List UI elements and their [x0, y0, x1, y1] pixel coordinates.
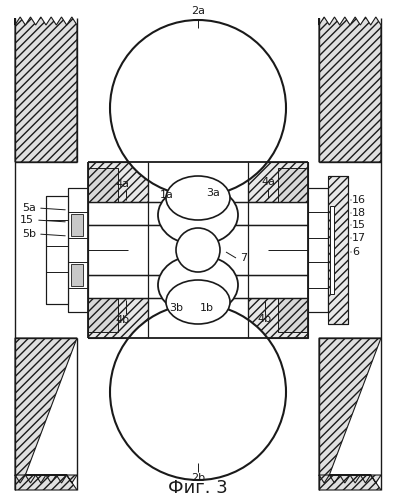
Circle shape [110, 20, 286, 196]
Ellipse shape [158, 185, 238, 245]
Polygon shape [15, 17, 77, 162]
Text: 17: 17 [352, 233, 366, 243]
Bar [88, 162, 308, 338]
Bar [71, 264, 83, 286]
Bar [248, 298, 308, 338]
Bar [88, 298, 118, 332]
Bar [88, 168, 118, 202]
Ellipse shape [158, 255, 238, 315]
Text: 2b: 2b [191, 473, 205, 483]
Text: 15: 15 [352, 220, 366, 230]
Bar [328, 176, 348, 324]
Text: 3b: 3b [169, 303, 183, 313]
Bar [46, 196, 68, 304]
Bar [330, 206, 334, 294]
Text: 1a: 1a [160, 190, 174, 200]
Bar [88, 162, 148, 202]
Text: 4b: 4b [258, 314, 272, 324]
Circle shape [176, 228, 220, 272]
Text: 3a: 3a [206, 188, 220, 198]
Polygon shape [15, 338, 77, 490]
Text: 2a: 2a [191, 6, 205, 16]
Bar [71, 214, 83, 236]
Text: 15: 15 [20, 215, 34, 225]
Text: 7: 7 [240, 253, 248, 263]
Circle shape [110, 304, 286, 480]
Text: 4a: 4a [115, 179, 129, 189]
Text: 4a: 4a [261, 177, 275, 187]
Bar [88, 298, 148, 338]
Ellipse shape [166, 280, 230, 324]
Polygon shape [319, 17, 381, 162]
Text: 6: 6 [352, 247, 359, 257]
Text: 5b: 5b [22, 229, 36, 239]
Text: 16: 16 [352, 195, 366, 205]
Text: 5a: 5a [22, 203, 36, 213]
Bar [278, 168, 308, 202]
Bar [278, 298, 308, 332]
Bar [308, 188, 328, 312]
Ellipse shape [166, 176, 230, 220]
Bar [88, 225, 308, 275]
Bar [248, 162, 308, 202]
Text: 1b: 1b [200, 303, 214, 313]
Text: Фиг. 3: Фиг. 3 [168, 479, 228, 497]
Bar [88, 202, 308, 225]
Text: 18: 18 [352, 208, 366, 218]
Bar [68, 188, 88, 312]
Bar [88, 275, 308, 298]
Bar [168, 152, 228, 162]
Text: 4b: 4b [115, 315, 129, 325]
Polygon shape [319, 338, 381, 490]
